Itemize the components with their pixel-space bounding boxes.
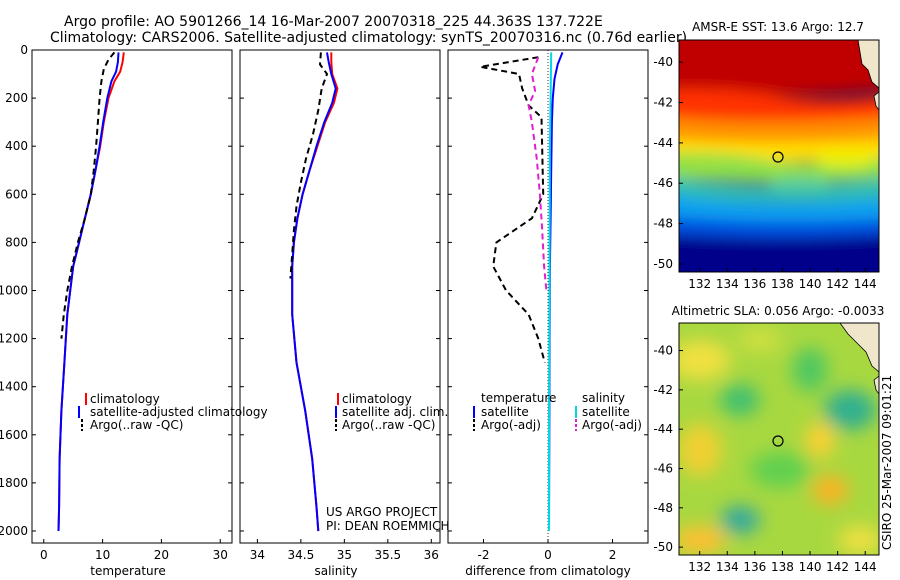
sst-map-ytick-label: -44	[653, 136, 673, 150]
legend-diff-salinity-title: salinity	[582, 391, 625, 405]
sst-map-title: AMSR-E SST: 13.6 Argo: 12.7	[692, 20, 864, 34]
temperature-xtick-label: 20	[154, 548, 169, 562]
temperature-series-argo-raw-qc	[60, 51, 116, 339]
salinity-xtick-label: 35	[337, 548, 352, 562]
legend-diff-temp-argo: Argo(-adj)	[481, 418, 541, 432]
salinity-xtick-label: 36	[424, 548, 439, 562]
sst-map-xtick-label: 142	[826, 277, 849, 291]
depth-tick-label: 1600	[0, 428, 28, 442]
depth-tick-label: 800	[5, 235, 28, 249]
creation-stamp: CSIRO 25-Mar-2007 09:01:21	[880, 374, 894, 550]
temperature-series-satellite-adjusted-climatology	[57, 52, 120, 532]
sla-map-xtick-label: 144	[854, 560, 877, 574]
depth-tick-label: 0	[20, 43, 28, 57]
legend-sal-argo: Argo(..raw -QC)	[342, 418, 435, 432]
sla-map-xtick-label: 142	[826, 560, 849, 574]
difference-xtick-label: -2	[477, 548, 489, 562]
sst-map-ytick-label: -46	[653, 176, 673, 190]
legend-diff-sal-argo: Argo(-adj)	[582, 418, 642, 432]
temperature-xtick-label: 0	[40, 548, 48, 562]
depth-tick-label: 400	[5, 139, 28, 153]
depth-tick-label: 2000	[0, 524, 28, 538]
legend-diff-temp-sat: satellite	[481, 405, 529, 419]
salinity-xtick-label: 34.5	[288, 548, 315, 562]
legend-diff-temperature-title: temperature	[481, 391, 556, 405]
sst-map-xtick-label: 136	[743, 277, 766, 291]
temperature-xtick-label: 10	[95, 548, 110, 562]
sla-map-ytick-label: -42	[653, 383, 673, 397]
depth-tick-label: 600	[5, 187, 28, 201]
sst-argo-marker	[772, 151, 784, 163]
sst-map-ytick-label: -40	[653, 55, 673, 69]
temperature-xtick-label: 30	[213, 548, 228, 562]
salinity-series-argo-raw-qc	[289, 52, 329, 279]
depth-tick-label: 1000	[0, 283, 28, 297]
figure-title-line2: Climatology: CARS2006. Satellite-adjuste…	[50, 30, 688, 46]
sla-map-xtick-label: 136	[743, 560, 766, 574]
salinity-series-satellite-adj-clim	[291, 52, 337, 532]
sla-map-xtick-label: 132	[688, 560, 711, 574]
legend-argo: Argo(..raw -QC)	[90, 418, 183, 432]
sla-map-xtick-label: 140	[799, 560, 822, 574]
difference-series-salinity-satellite	[548, 52, 553, 531]
difference-series-salinity-argo-adj	[527, 56, 548, 291]
difference-xlabel: difference from climatology	[465, 564, 631, 578]
sla-map-image	[679, 323, 879, 555]
difference-series-temperature-argo-adj	[480, 56, 546, 363]
legend-climatology: climatology	[90, 392, 160, 406]
temperature-xlabel: temperature	[90, 564, 165, 578]
sla-map-ytick-label: -44	[653, 422, 673, 436]
sst-map-ytick-label: -48	[653, 217, 673, 231]
sst-map-xtick-label: 140	[799, 277, 822, 291]
salinity-xlabel: salinity	[314, 564, 357, 578]
salinity-xtick-label: 34	[250, 548, 265, 562]
sst-map-xtick-label: 138	[771, 277, 794, 291]
difference-xtick-label: 0	[544, 548, 552, 562]
sla-map-ytick-label: -50	[653, 540, 673, 554]
sla-map-title: Altimetric SLA: 0.056 Argo: -0.0033	[672, 304, 885, 318]
depth-tick-label: 1400	[0, 380, 28, 394]
difference-xtick-label: 2	[609, 548, 617, 562]
figure-title-line1: Argo profile: AO 5901266_14 16-Mar-2007 …	[64, 14, 603, 30]
legend-satellite: satellite-adjusted climatology	[90, 405, 268, 419]
sst-map-ytick-label: -50	[653, 257, 673, 271]
temperature-legend: climatology satellite-adjusted climatolo…	[78, 392, 268, 432]
temperature-axes	[31, 49, 233, 544]
sla-map-ytick-label: -48	[653, 501, 673, 515]
sst-map-ytick-label: -42	[653, 96, 673, 110]
sst-map-xtick-label: 144	[854, 277, 877, 291]
project-credit: US ARGO PROJECT	[326, 505, 438, 519]
pi-credit: PI: DEAN ROEMMICH	[326, 519, 449, 533]
difference-legend: temperature satellite Argo(-adj) salinit…	[473, 391, 642, 432]
sst-map-xtick-label: 132	[688, 277, 711, 291]
legend-diff-sal-sat: satellite	[582, 405, 630, 419]
depth-tick-label: 200	[5, 91, 28, 105]
legend-sal-satellite: satellite adj. clim.	[342, 405, 448, 419]
salinity-xtick-label: 35.5	[374, 548, 401, 562]
sla-map-ytick-label: -40	[653, 344, 673, 358]
sst-map-image	[679, 40, 879, 272]
salinity-legend: climatology satellite adj. clim. Argo(..…	[335, 392, 448, 432]
depth-tick-label: 1200	[0, 332, 28, 346]
sla-map-ytick-label: -46	[653, 461, 673, 475]
salinity-axes	[239, 49, 441, 544]
temperature-series-climatology	[57, 52, 125, 532]
sla-map-xtick-label: 138	[771, 560, 794, 574]
depth-tick-label: 1800	[0, 476, 28, 490]
legend-sal-climatology: climatology	[342, 392, 412, 406]
sst-map-xtick-label: 134	[716, 277, 739, 291]
sla-map-xtick-label: 134	[716, 560, 739, 574]
sla-argo-marker	[772, 435, 784, 447]
